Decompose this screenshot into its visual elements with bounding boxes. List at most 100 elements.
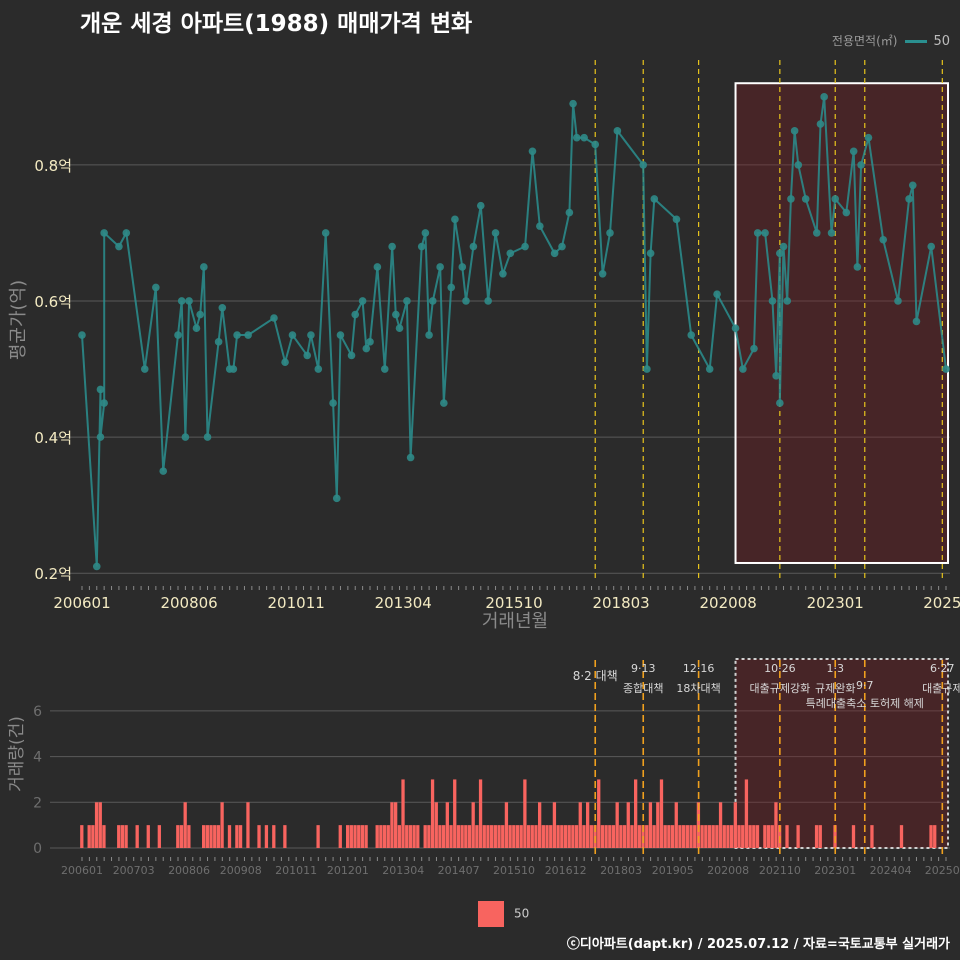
volume-bar [512,825,516,848]
price-point [458,263,467,271]
price-point [196,310,204,319]
price-point [288,331,297,339]
price-point [639,161,648,169]
volume-x-tick-label: 202404 [870,864,912,877]
volume-bar [405,825,409,848]
volume-bar [526,825,531,848]
volume-bar [766,825,771,848]
volume-bar [929,825,933,848]
price-point [281,358,289,367]
volume-bar [486,825,490,848]
price-point [491,229,500,237]
price-point [174,331,182,339]
volume-bar [515,825,520,848]
volume-bar [423,825,427,848]
volume-bar [213,825,217,848]
volume-bar [490,825,494,848]
volume-bar [796,825,800,848]
volume-bar [102,825,106,848]
volume-bar [814,825,819,848]
price-point [428,297,437,305]
price-point [332,494,341,503]
price-point [853,263,862,271]
price-point [598,269,607,278]
volume-bar [434,802,438,848]
volume-bar [630,825,634,848]
volume-x-tick-label: 202301 [814,864,856,877]
volume-bar [353,825,357,848]
volume-bar [667,825,671,848]
price-point [436,263,444,271]
price-point [779,242,788,251]
volume-bar [364,825,368,848]
volume-bar [202,825,206,848]
price-x-tick-label: 202008 [700,594,757,612]
volume-bar [176,825,180,848]
volume-bar [401,779,405,848]
price-point [528,147,537,156]
price-x-tick-label: 201304 [375,594,432,612]
volume-bar [216,825,221,848]
volume-bar [711,825,715,848]
volume-bar [120,825,125,848]
price-highlight-box [734,82,949,564]
volume-policy-label: 특례대출축소 토허제 해제 [806,696,924,710]
volume-bar [597,779,601,848]
price-point [244,331,252,339]
volume-bars [80,779,937,848]
volume-bar [685,825,689,848]
legend-line-swatch [905,40,928,43]
volume-bar [611,825,616,848]
legend-bottom: 50 [478,901,529,927]
volume-bar [571,825,575,848]
volume-bar [752,825,756,848]
volume-bar [663,825,667,848]
price-point [776,399,784,407]
volume-bar [619,825,623,848]
price-point [469,242,478,251]
price-point [159,467,168,475]
price-point [362,344,371,353]
volume-x-tick-label: 200703 [113,864,155,877]
price-point [827,229,836,237]
volume-bar [179,825,184,848]
price-point [462,297,470,305]
price-point [321,229,330,237]
price-axes: 0.2억 0.4억 0.6억 0.8억 200601 200806 201011 201304… [34,157,960,612]
price-y-tick-label: 0.6억 [34,293,72,311]
price-x-tick-label: 200806 [160,594,217,612]
volume-bar [700,825,704,848]
volume-bar [741,825,745,848]
volume-bar [682,825,686,848]
volume-bar [349,825,353,848]
volume-x-tick-label: 201201 [327,864,369,877]
volume-policy-label: 9·13 [631,662,656,675]
price-point [185,297,193,305]
volume-x-tick-label: 201011 [275,864,317,877]
price-point [78,331,86,339]
volume-bar [578,802,582,848]
price-point [425,331,433,339]
volume-bar [157,825,161,848]
volume-bar [718,802,723,848]
legend-top: 전용면적(㎡) 50 [832,32,950,49]
volume-bar [497,825,501,848]
price-point [484,297,492,305]
volume-policy-label: 대출규제 [922,682,960,695]
price-point [672,215,681,224]
volume-bar [645,825,649,848]
price-x-tick-label: 201510 [485,594,542,612]
price-point [100,229,108,237]
volume-bar [183,802,187,848]
price-point [140,365,149,373]
volume-bar [375,825,379,848]
volume-bar [637,825,641,848]
price-point [776,249,784,258]
price-point [314,365,323,373]
price-point [395,324,404,333]
price-point [812,229,821,237]
volume-bar [670,825,675,848]
price-point [351,310,360,319]
volume-bar [456,825,461,848]
volume-policy-label: 10·26 [764,662,796,675]
